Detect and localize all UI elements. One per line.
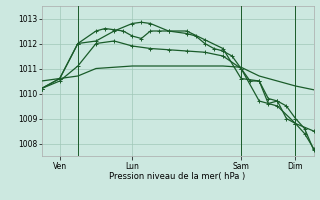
X-axis label: Pression niveau de la mer( hPa ): Pression niveau de la mer( hPa ) [109,172,246,181]
